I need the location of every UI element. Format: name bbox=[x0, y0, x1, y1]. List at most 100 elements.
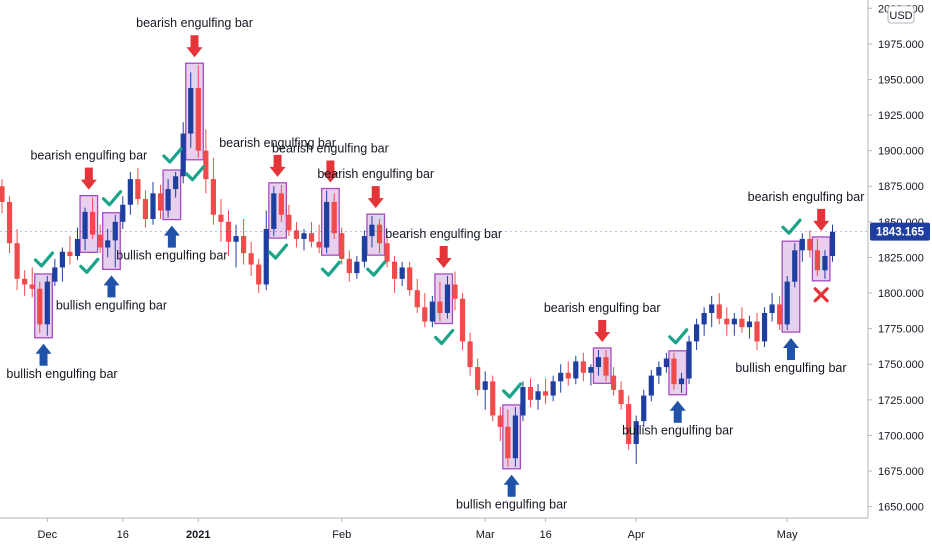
bearish-arrow-icon bbox=[367, 186, 384, 209]
x-tick-label: Apr bbox=[628, 529, 645, 541]
candle-body bbox=[550, 381, 556, 396]
candle-body bbox=[603, 357, 609, 376]
candle-body bbox=[784, 281, 790, 325]
candle-body bbox=[376, 224, 383, 244]
candle-body bbox=[694, 324, 700, 342]
candle-body bbox=[67, 251, 73, 257]
candle-body bbox=[610, 375, 617, 390]
x-tick-label: May bbox=[777, 529, 798, 541]
candle-body bbox=[467, 341, 473, 368]
candle-body bbox=[746, 321, 753, 328]
candle-body bbox=[399, 267, 405, 279]
bullish-arrow-icon bbox=[163, 225, 180, 248]
candle-body bbox=[543, 391, 549, 396]
candle-body bbox=[37, 288, 43, 325]
candle-body bbox=[761, 312, 768, 342]
candle-body bbox=[558, 372, 564, 382]
check-icon bbox=[162, 147, 183, 164]
candle-body bbox=[0, 186, 5, 202]
candle-body bbox=[799, 238, 805, 251]
y-tick-label: 1925.000 bbox=[878, 110, 924, 122]
candle-body bbox=[520, 387, 526, 416]
axes: 1650.000 1675.000 1700.000 1725.000 1750.000… bbox=[0, 0, 930, 541]
candle-body bbox=[316, 241, 322, 248]
candle-body bbox=[97, 234, 103, 248]
candle-body bbox=[807, 238, 813, 251]
candle-body bbox=[459, 298, 466, 342]
candle-body bbox=[754, 321, 760, 342]
candle-body bbox=[180, 133, 186, 177]
y-tick-label: 1675.000 bbox=[878, 466, 924, 478]
candle-body bbox=[490, 381, 496, 416]
candle-body bbox=[648, 375, 654, 396]
candle-body bbox=[437, 301, 443, 313]
x-tick-label: Feb bbox=[332, 529, 351, 541]
y-tick-label: 1875.000 bbox=[878, 181, 924, 193]
x-tick-label: Dec bbox=[38, 529, 58, 541]
candle-body bbox=[256, 264, 262, 285]
cross-icon bbox=[813, 287, 829, 303]
candle-body bbox=[663, 358, 669, 368]
candle-body bbox=[731, 318, 737, 325]
annotations: bullish engulfing bar bearish engulfing b… bbox=[6, 16, 864, 512]
candle-body bbox=[595, 357, 602, 368]
x-tick-label: 16 bbox=[117, 529, 129, 541]
bearish-arrow-icon bbox=[435, 245, 452, 268]
candle-body bbox=[6, 201, 13, 244]
candle-body bbox=[573, 361, 579, 379]
candle-body bbox=[641, 395, 647, 422]
candle-body bbox=[82, 211, 88, 239]
candle-body bbox=[588, 367, 594, 373]
bearish-arrow-icon bbox=[322, 160, 339, 183]
candle-body bbox=[29, 284, 35, 289]
candle-body bbox=[814, 250, 820, 271]
candle-body bbox=[701, 312, 707, 325]
pattern-label: bearish engulfing bar bbox=[385, 227, 502, 241]
candle-body bbox=[475, 367, 481, 390]
check-icon bbox=[79, 257, 100, 274]
candle-body bbox=[150, 193, 156, 219]
pattern-label: bullish engulfing bar bbox=[622, 424, 733, 438]
candle-body bbox=[120, 204, 126, 222]
candle-body bbox=[52, 267, 58, 282]
y-tick-label: 1800.000 bbox=[878, 288, 924, 300]
check-icon bbox=[668, 328, 689, 345]
candle-body bbox=[392, 261, 398, 279]
pattern-box bbox=[366, 213, 386, 256]
y-tick-label: 1750.000 bbox=[878, 359, 924, 371]
candle-body bbox=[105, 240, 111, 248]
y-tick-label: 1825.000 bbox=[878, 252, 924, 264]
check-icon bbox=[267, 243, 289, 260]
x-tick-label: 2021 bbox=[186, 529, 210, 541]
candle-body bbox=[452, 284, 458, 299]
candles bbox=[0, 65, 836, 467]
candle-body bbox=[324, 201, 330, 248]
candle-body bbox=[361, 236, 367, 262]
y-tick-label: 1950.000 bbox=[878, 74, 924, 86]
candle-body bbox=[165, 189, 171, 211]
candle-body bbox=[293, 230, 300, 239]
y-tick-label: 1700.000 bbox=[878, 430, 924, 442]
x-tick-label: Mar bbox=[476, 529, 495, 541]
y-tick-label: 1900.000 bbox=[878, 146, 924, 158]
candle-body bbox=[414, 290, 420, 308]
currency-badge-label: USD bbox=[889, 10, 912, 22]
bearish-arrow-icon bbox=[186, 35, 203, 58]
candle-body bbox=[263, 228, 269, 285]
pattern-label: bearish engulfing bar bbox=[219, 136, 336, 150]
candle-body bbox=[218, 214, 224, 222]
candle-body bbox=[724, 318, 730, 325]
last-price-label: 1843.165 bbox=[876, 227, 925, 239]
candle-body bbox=[59, 251, 65, 268]
candle-body bbox=[769, 304, 775, 313]
pattern-label: bearish engulfing bar bbox=[317, 167, 434, 181]
candle-body bbox=[173, 176, 179, 190]
candle-body bbox=[686, 341, 692, 379]
pattern-label: bullish engulfing bar bbox=[56, 298, 167, 312]
pattern-label: bullish engulfing bar bbox=[6, 367, 117, 381]
candle-body bbox=[656, 367, 662, 376]
candle-body bbox=[225, 221, 232, 242]
candle-body bbox=[739, 318, 745, 328]
